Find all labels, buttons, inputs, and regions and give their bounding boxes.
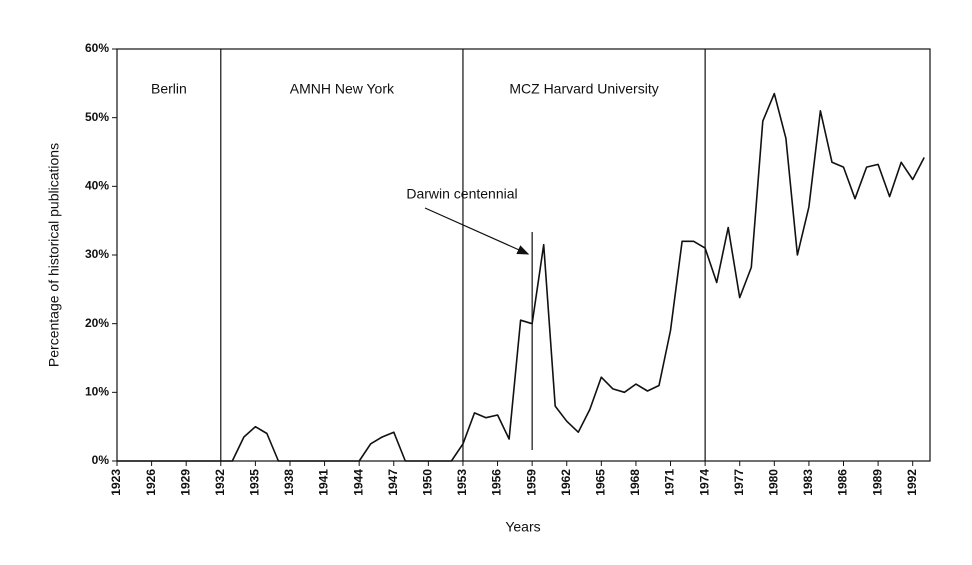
region-label: MCZ Harvard University bbox=[509, 81, 658, 97]
x-tick-label: 1977 bbox=[732, 469, 746, 496]
region-label: Berlin bbox=[151, 81, 187, 97]
x-tick-label: 1944 bbox=[351, 469, 365, 496]
y-tick-label: 0% bbox=[92, 453, 110, 467]
y-tick-label: 60% bbox=[85, 41, 109, 55]
x-tick-label: 1959 bbox=[524, 469, 538, 496]
x-tick-label: 1986 bbox=[836, 469, 850, 496]
region-label: AMNH New York bbox=[290, 81, 395, 97]
x-tick-label: 1974 bbox=[697, 469, 711, 496]
x-tick-label: 1941 bbox=[317, 469, 331, 496]
x-tick-label: 1926 bbox=[144, 469, 158, 496]
x-axis-label: Years bbox=[505, 519, 540, 535]
data-line bbox=[117, 92, 925, 462]
x-tick-label: 1929 bbox=[178, 469, 192, 496]
x-tick-label: 1992 bbox=[905, 469, 919, 496]
x-tick-label: 1932 bbox=[213, 469, 227, 496]
y-tick-label: 20% bbox=[85, 316, 109, 330]
x-tick-label: 1923 bbox=[109, 469, 123, 496]
annotation-arrow bbox=[424, 207, 530, 255]
x-tick-label: 1980 bbox=[766, 469, 780, 496]
y-tick-label: 50% bbox=[85, 110, 109, 124]
plot-frame bbox=[116, 48, 931, 462]
x-tick-label: 1950 bbox=[421, 469, 435, 496]
x-tick-label: 1971 bbox=[663, 469, 677, 496]
y-tick-label: 30% bbox=[85, 247, 109, 261]
x-tick-label: 1968 bbox=[628, 469, 642, 496]
x-tick-label: 1983 bbox=[801, 469, 815, 496]
y-axis-label: Percentage of historical publications bbox=[46, 143, 62, 367]
x-tick-label: 1989 bbox=[870, 469, 884, 496]
x-tick-label: 1938 bbox=[282, 469, 296, 496]
y-tick-label: 10% bbox=[85, 385, 109, 399]
x-tick-label: 1953 bbox=[455, 469, 469, 496]
x-tick-label: 1947 bbox=[386, 469, 400, 496]
x-tick-label: 1962 bbox=[559, 469, 573, 496]
x-tick-label: 1935 bbox=[248, 469, 262, 496]
x-tick-label: 1956 bbox=[490, 469, 504, 496]
x-tick-label: 1965 bbox=[594, 469, 608, 496]
y-tick-label: 40% bbox=[85, 179, 109, 193]
annotation-label: Darwin centennial bbox=[406, 186, 517, 202]
